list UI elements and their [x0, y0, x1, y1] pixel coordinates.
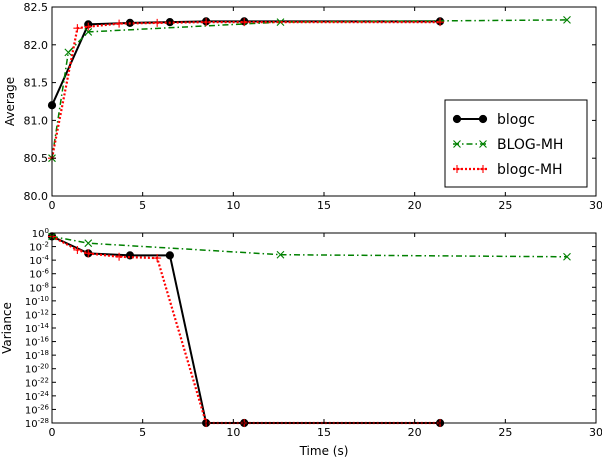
- x-tick-label: 0: [49, 426, 56, 439]
- data-point: [153, 18, 162, 27]
- data-point: [276, 250, 285, 259]
- legend-marker: [453, 140, 461, 148]
- x-tick-label: 15: [317, 426, 331, 439]
- y-tick-label: 10-2: [29, 241, 49, 254]
- data-point: [84, 249, 93, 258]
- variance-chart: 0 5 10 15 20 25 3010010-210-410-610-810-1010-1…: [0, 227, 602, 458]
- data-point: [436, 18, 445, 27]
- data-point: [165, 251, 174, 260]
- y-tick-label: 10-12: [25, 308, 49, 321]
- y-tick-label: 10-24: [25, 390, 50, 403]
- data-point: [115, 19, 124, 28]
- x-tick-label: 5: [139, 426, 146, 439]
- y-tick-label: 10-6: [29, 268, 49, 281]
- data-point: [240, 18, 249, 27]
- plot-frame: [51, 232, 597, 424]
- y-tick-label: 10-10: [25, 295, 49, 308]
- series-line-blogc-mh: [51, 235, 441, 425]
- y-tick-label: 81.5: [24, 77, 49, 90]
- x-tick-label: 15: [317, 199, 331, 212]
- legend-marker: [453, 165, 461, 173]
- y-axis-label: Variance: [0, 302, 14, 354]
- data-point: [73, 245, 82, 254]
- x-tick-label: 25: [498, 426, 512, 439]
- x-tick-label: 20: [408, 426, 422, 439]
- data-point: [202, 18, 211, 27]
- legend-label: blogc: [497, 112, 535, 128]
- y-tick-label: 80.5: [24, 152, 49, 165]
- x-tick-label: 5: [139, 199, 146, 212]
- y-tick-label: 10-28: [25, 417, 49, 430]
- legend-marker: [478, 114, 488, 124]
- y-tick-label: 82.0: [24, 39, 49, 52]
- x-tick-label: 0: [49, 199, 56, 212]
- series-line-blogc: [51, 20, 441, 106]
- y-tick-label: 10-14: [25, 322, 50, 335]
- data-point: [563, 252, 571, 261]
- x-axis-label: Time (s): [299, 444, 349, 458]
- y-tick-label: 10-8: [29, 281, 49, 294]
- series-line-blog-mh: [51, 235, 568, 258]
- data-point: [84, 239, 93, 248]
- series-line-blogc-mh: [50, 21, 441, 159]
- y-tick-label: 80.0: [24, 190, 49, 203]
- legend-marker: [479, 140, 487, 148]
- average-chart: 0 5 10 15 20 25 30 80.0 80.5 81.0 81.5 82.0 82.5 Aver…: [3, 1, 602, 212]
- data-point: [563, 15, 571, 24]
- x-tick-label: 20: [408, 199, 422, 212]
- x-tick-label: 10: [226, 199, 240, 212]
- data-point: [64, 48, 73, 57]
- x-tick-label: 25: [498, 199, 512, 212]
- data-point: [84, 28, 93, 36]
- data-point: [73, 24, 82, 33]
- data-point: [153, 254, 162, 263]
- legend: blogc BLOG-MH blogc-MH: [444, 99, 588, 188]
- data-point: [84, 22, 93, 31]
- x-tick-label: 30: [589, 199, 602, 212]
- y-axis-label: Average: [3, 77, 17, 126]
- y-tick-label: 10-4: [29, 254, 49, 267]
- y-tick-label: 82.5: [24, 1, 49, 14]
- legend-label: BLOG-MH: [497, 137, 563, 153]
- legend-marker: [452, 114, 462, 124]
- legend-label: blogc-MH: [497, 162, 563, 178]
- x-tick-label: 30: [589, 426, 602, 439]
- data-point: [115, 252, 124, 261]
- y-tick-label: 10-20: [25, 363, 49, 376]
- y-tick-label: 10-16: [25, 336, 50, 349]
- data-point: [276, 18, 285, 27]
- y-tick-label: 10-18: [25, 349, 49, 362]
- x-tick-label: 10: [226, 426, 240, 439]
- y-tick-label: 100: [32, 227, 49, 240]
- y-tick-label: 81.0: [24, 114, 49, 127]
- series-line-blogc: [51, 235, 441, 424]
- y-tick-label: 10-22: [25, 376, 49, 389]
- y-tick-label: 10-26: [25, 403, 50, 416]
- legend-marker: [479, 165, 487, 173]
